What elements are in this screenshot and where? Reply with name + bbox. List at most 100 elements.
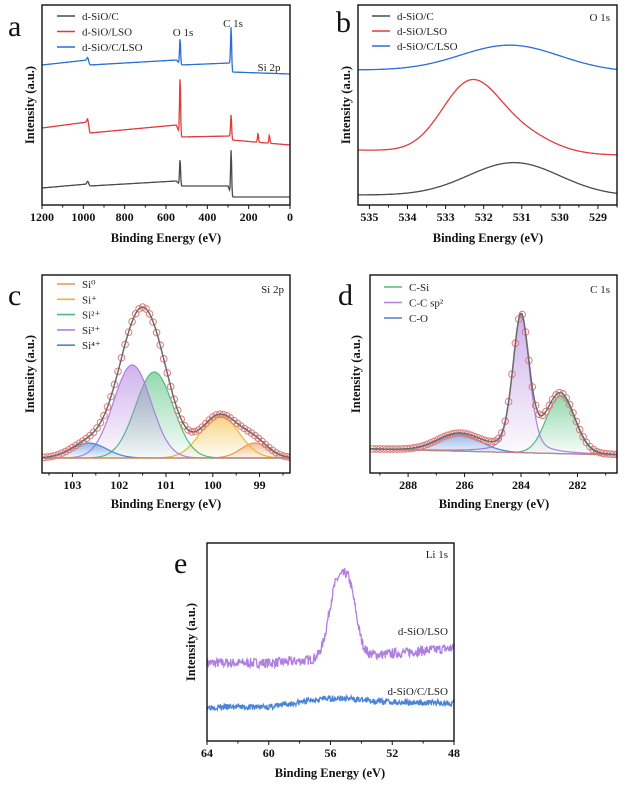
- series-line-d-sio-c: [42, 150, 290, 198]
- data-point: [275, 450, 284, 459]
- x-tick-label: 533: [437, 210, 455, 224]
- x-tick-label: 52: [386, 746, 398, 760]
- data-point: [433, 436, 442, 444]
- x-tick-label: 99: [254, 478, 266, 492]
- data-point: [149, 318, 157, 326]
- plot-area: [358, 44, 617, 196]
- plot-frame: [357, 4, 618, 206]
- data-point: [545, 401, 554, 410]
- panel-e-li1s: e Binding Energy (eV) Intensity (a.u.) L…: [174, 542, 460, 780]
- data-point: [470, 432, 479, 441]
- plot-area: [42, 303, 290, 462]
- data-point: [548, 395, 557, 404]
- panel-title: O 1s: [590, 12, 610, 24]
- legend-item-d-sio-lso: d-SiO/LSO: [372, 26, 447, 38]
- y-axis-label: Intensity (a.u.): [184, 603, 198, 681]
- annotation-c1s: C 1s: [223, 18, 243, 30]
- data-point: [107, 392, 115, 401]
- x-tick-label: 282: [568, 478, 586, 492]
- series-line-d-sio-c-lso: [42, 27, 290, 75]
- legend-label: C-C sp²: [409, 298, 444, 310]
- x-axis-label: Binding Energy (eV): [439, 497, 549, 511]
- x-axis-label: Binding Energy (eV): [275, 766, 385, 780]
- x-tick-label: 531: [513, 210, 531, 224]
- x-tick-label: 64: [201, 746, 213, 760]
- x-tick-label: 532: [475, 210, 493, 224]
- data-point: [65, 445, 73, 454]
- fit-envelope-line: [42, 306, 290, 459]
- data-point: [114, 367, 122, 376]
- data-point: [163, 369, 171, 377]
- x-axis-label: Binding Energy (eV): [111, 497, 221, 511]
- x-tick-label: 1000: [71, 210, 95, 224]
- series-label-d-sio-lso: d-SiO/LSO: [398, 626, 448, 638]
- x-tick-label: 0: [287, 210, 293, 224]
- fit-envelope-line: [370, 312, 617, 456]
- x-tick-label: 534: [399, 210, 417, 224]
- x-tick-label: 600: [157, 210, 175, 224]
- data-point: [177, 415, 185, 424]
- data-point: [481, 436, 489, 445]
- y-axis-label: Intensity (a.u.): [349, 335, 363, 413]
- legend-item-si: Si⁴⁺: [57, 340, 101, 352]
- x-axis-label: Binding Energy (eV): [433, 231, 543, 245]
- legend-item-d-sio-c-lso: d-SiO/C/LSO: [57, 42, 143, 54]
- legend-label: d-SiO/LSO: [82, 27, 132, 39]
- x-tick-label: 535: [360, 210, 378, 224]
- panel-label: c: [8, 279, 21, 312]
- x-tick-label: 400: [198, 210, 216, 224]
- component-fill-si: [42, 365, 290, 458]
- panel-d-c1s: d Binding Energy (eV) Intensity (a.u.) C…: [338, 274, 618, 511]
- legend-label: d-SiO/C/LSO: [397, 41, 458, 53]
- data-point: [61, 447, 70, 456]
- x-tick-label: 286: [456, 478, 474, 492]
- data-point: [223, 412, 231, 420]
- panel-label: a: [8, 10, 21, 43]
- legend-item-si: Si⁰: [57, 279, 96, 291]
- panel-a-survey: a Binding Energy (eV) Intensity (a.u.) O…: [8, 4, 293, 245]
- legend-label: C-O: [409, 313, 428, 325]
- data-point: [145, 310, 154, 318]
- legend-item-d-sio-c: d-SiO/C: [57, 11, 119, 23]
- data-point: [565, 400, 574, 409]
- legend-item-c-si: C-Si: [384, 282, 429, 294]
- series-line-d-sio-lso: [207, 567, 454, 671]
- legend-label: C-Si: [409, 282, 429, 294]
- data-point: [437, 434, 445, 443]
- legend-item-d-sio-lso: d-SiO/LSO: [57, 27, 132, 39]
- legend-item-si: Si³⁺: [57, 325, 100, 337]
- legend-item-si: Si⁺: [57, 294, 97, 306]
- series-label-d-sio-c-lso: d-SiO/C/LSO: [387, 686, 448, 698]
- legend-label: Si⁺: [82, 294, 97, 306]
- series-line-d-sio-lso: [42, 79, 290, 146]
- panel-title: C 1s: [590, 284, 610, 296]
- legend-item-c-o: C-O: [384, 313, 428, 325]
- data-point: [124, 328, 133, 337]
- legend-label: d-SiO/LSO: [397, 26, 447, 38]
- legend-label: Si²⁺: [82, 310, 100, 322]
- x-axis-label: Binding Energy (eV): [111, 231, 221, 245]
- data-point: [474, 434, 482, 442]
- data-point: [96, 418, 105, 427]
- plot-area: [207, 567, 454, 712]
- data-point: [575, 425, 584, 434]
- data-point: [180, 422, 189, 430]
- panel-title: Si 2p: [261, 284, 284, 296]
- x-tick-label: 529: [589, 210, 607, 224]
- data-point: [166, 382, 175, 391]
- data-point: [420, 441, 428, 450]
- data-point: [54, 450, 63, 459]
- data-point: [152, 328, 161, 337]
- data-point: [579, 433, 587, 441]
- plot-area: [42, 27, 290, 198]
- data-point: [582, 438, 591, 447]
- series-line-d-sio-lso: [358, 78, 617, 156]
- data-point: [173, 406, 182, 415]
- data-point: [423, 440, 432, 449]
- legend-label: d-SiO/C: [397, 11, 434, 23]
- component-fill-si: [42, 415, 290, 458]
- series-line-d-sio-c: [358, 161, 617, 196]
- x-tick-label: 288: [399, 478, 417, 492]
- x-tick-label: 101: [157, 478, 175, 492]
